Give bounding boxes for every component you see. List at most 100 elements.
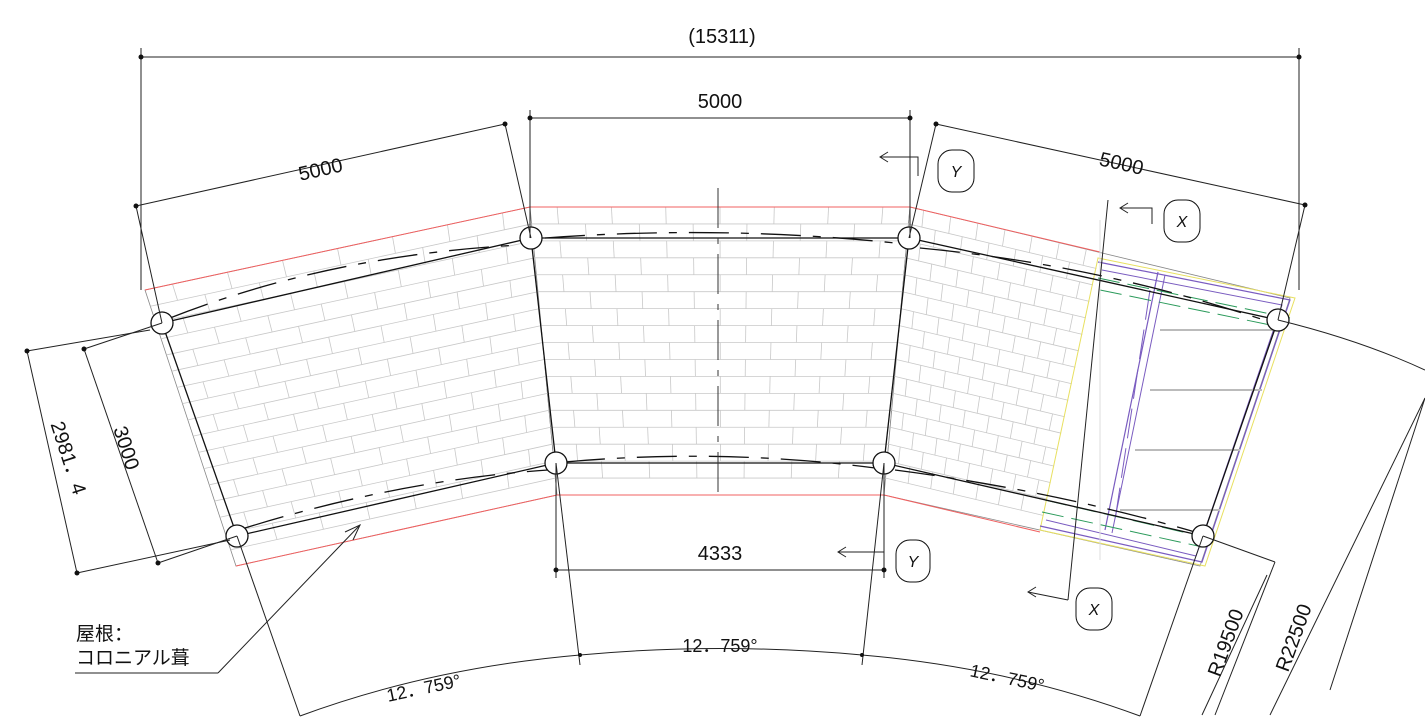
brick-course-line <box>899 325 1076 368</box>
brick-joint-line <box>301 446 307 464</box>
brick-joint-line <box>505 246 509 264</box>
brick-joint-line <box>815 444 817 462</box>
brick-joint-line <box>509 280 513 298</box>
brick-joint-line <box>365 502 371 520</box>
brick-joint-line <box>438 347 442 365</box>
brick-joint-line <box>818 376 821 394</box>
radius-inner-label: R19500 <box>1204 606 1249 679</box>
roof-note-line1: 屋根： <box>76 623 133 645</box>
brick-joint-line <box>898 446 901 464</box>
brick-joint-line <box>976 309 980 327</box>
brick-joint-line <box>471 392 475 410</box>
brick-course-line <box>902 291 1083 335</box>
brick-joint-line <box>575 444 579 462</box>
brick-joint-line <box>918 365 922 383</box>
brick-joint-line <box>343 403 348 420</box>
brick-course-line <box>906 240 1094 286</box>
brick-joint-line <box>975 482 979 500</box>
brick-joint-line <box>827 206 829 224</box>
brick-joint-line <box>850 257 853 275</box>
brick-joint-line <box>594 359 597 377</box>
brick-joint-line <box>842 393 845 411</box>
section-markers <box>837 149 1201 631</box>
brick-joint-line <box>848 291 851 309</box>
brick-joint-line <box>513 314 516 332</box>
brick-joint-line <box>997 262 1001 280</box>
brick-joint-line <box>528 449 531 467</box>
brick-joint-line <box>794 359 797 377</box>
brick-joint-line <box>258 282 264 300</box>
brick-joint-line <box>644 359 646 377</box>
brick-joint-line <box>432 314 437 332</box>
brick-joint-line <box>840 427 843 445</box>
brick-joint-line <box>202 381 209 399</box>
brick-joint-line <box>293 414 299 431</box>
brick-joint-line <box>1049 275 1054 293</box>
brick-joint-line <box>598 427 601 445</box>
brick-joint-line <box>643 325 645 343</box>
brick-joint-line <box>516 348 520 365</box>
brick-joint-line <box>281 468 287 486</box>
brick-joint-line <box>645 393 648 411</box>
brick-joint-line <box>878 240 881 258</box>
brick-joint-line <box>520 381 524 399</box>
brick-joint-line <box>952 390 956 408</box>
brick-joint-line <box>573 410 576 428</box>
brick-joint-line <box>364 381 370 398</box>
brick-joint-line <box>844 359 847 377</box>
brick-joint-line <box>975 223 979 240</box>
brick-joint-line <box>380 325 385 343</box>
brick-joint-line <box>223 359 230 377</box>
brick-joint-line <box>928 385 932 402</box>
brick-joint-line <box>1012 335 1016 353</box>
brick-joint-line <box>1033 288 1038 306</box>
brick-joint-line <box>966 290 970 307</box>
brick-joint-line <box>904 379 908 397</box>
brick-joint-line <box>1037 341 1042 359</box>
brick-joint-line <box>966 463 970 481</box>
brick-joint-line <box>996 349 1001 367</box>
brick-joint-line <box>991 296 996 314</box>
brick-joint-line <box>591 325 594 343</box>
brick-joint-line <box>271 523 278 540</box>
brick-joint-line <box>252 457 259 475</box>
brick-joint-line <box>461 325 465 343</box>
brick-joint-line <box>1012 474 1017 492</box>
brick-joint-line <box>870 342 873 360</box>
brick-joint-line <box>997 488 1002 505</box>
brick-joint-line <box>222 446 229 464</box>
brick-joint-line <box>620 376 622 394</box>
brick-joint-line <box>236 304 242 322</box>
brick-joint-line <box>952 477 957 495</box>
brick-joint-line <box>822 308 824 326</box>
brick-joint-line <box>570 376 573 394</box>
brick-joint-line <box>427 280 432 298</box>
brick-joint-line <box>182 316 189 334</box>
brick-joint-line <box>262 490 268 507</box>
brick-joint-line <box>497 404 501 421</box>
brick-joint-line <box>873 308 876 326</box>
brick-joint-line <box>306 359 311 376</box>
brick-joint-line <box>1027 460 1032 478</box>
brick-joint-line <box>981 276 985 294</box>
bottom-center-span-label: 4333 <box>698 543 743 565</box>
brick-joint-line <box>901 413 904 431</box>
brick-joint-line <box>480 459 484 477</box>
brick-joint-line <box>587 257 590 275</box>
brick-joint-line <box>1007 282 1011 300</box>
section-mark-y-bottom: Y <box>908 554 920 571</box>
brick-joint-line <box>961 323 965 341</box>
brick-joint-line <box>1043 308 1048 326</box>
brick-joint-line <box>924 418 928 436</box>
brick-joint-line <box>466 359 470 376</box>
brick-joint-line <box>567 342 570 360</box>
roof-beams <box>161 188 1279 537</box>
brick-joint-line <box>911 432 914 450</box>
brick-joint-line <box>393 392 398 410</box>
brick-joint-line <box>938 404 942 422</box>
brick-joint-line <box>1059 295 1064 312</box>
brick-joint-line <box>322 425 327 442</box>
brick-joint-line <box>1075 281 1081 299</box>
brick-joint-line <box>1040 394 1045 412</box>
brick-joint-line <box>212 414 219 431</box>
